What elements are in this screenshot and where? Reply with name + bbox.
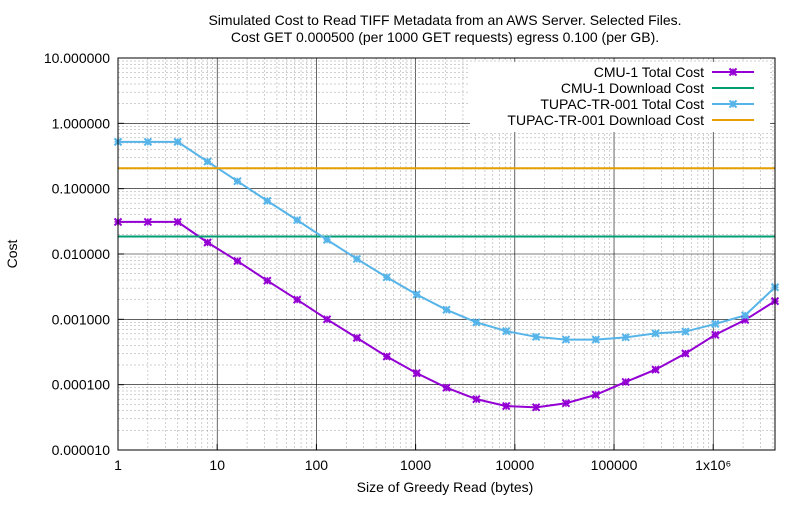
legend-label-tupac-tr-001-total-cost: TUPAC-TR-001 Total Cost [540,96,704,112]
data-point-cmu-1-total-cost [651,365,660,374]
data-point-tupac-tr-001-total-cost [561,335,571,344]
data-point-tupac-tr-001-total-cost [502,326,511,336]
tick-labels: 1 10 100 1000 10000 100000 1x10⁶ 10.000000 1.000… [44,50,731,473]
data-point-cmu-1-total-cost [382,352,391,361]
data-point-cmu-1-total-cost [263,276,272,285]
y-tick-label: 0.001000 [52,311,111,327]
data-point-cmu-1-total-cost [203,238,212,247]
x-tick-label: 10 [209,457,225,473]
data-point-tupac-tr-001-total-cost [651,329,660,338]
y-tick-label: 0.100000 [52,181,111,197]
data-point-cmu-1-total-cost [591,390,601,399]
data-point-cmu-1-total-cost [322,315,332,324]
data-point-tupac-tr-001-total-cost [173,137,182,147]
x-tick-label: 100000 [591,457,638,473]
y-axis-label: Cost [4,240,20,269]
data-point-tupac-tr-001-total-cost [143,137,153,147]
legend-label-cmu-1-total-cost: CMU-1 Total Cost [594,64,704,80]
data-point-cmu-1-total-cost [502,401,511,411]
data-point-cmu-1-total-cost [292,295,302,304]
y-tick-label: 0.000100 [52,377,111,393]
legend-marker-tupac-tr-001-total-cost [728,99,738,109]
x-tick-label: 1x10⁶ [695,457,731,473]
data-point-cmu-1-total-cost [442,383,451,392]
data-point-cmu-1-total-cost [472,394,481,404]
x-tick-label: 10000 [495,457,534,473]
data-point-tupac-tr-001-total-cost [621,333,630,342]
data-point-tupac-tr-001-total-cost [382,273,391,282]
data-point-tupac-tr-001-total-cost [412,290,421,299]
data-point-tupac-tr-001-total-cost [322,235,332,244]
data-point-cmu-1-total-cost [711,330,720,339]
data-point-tupac-tr-001-total-cost [442,305,451,314]
data-point-cmu-1-total-cost [531,403,541,412]
data-point-tupac-tr-001-total-cost [711,319,720,329]
y-tick-label: 0.010000 [52,246,111,262]
data-point-tupac-tr-001-total-cost [352,254,362,264]
data-point-cmu-1-total-cost [352,333,362,343]
data-point-cmu-1-total-cost [233,256,242,266]
data-point-tupac-tr-001-total-cost [263,196,272,206]
data-point-tupac-tr-001-total-cost [531,332,541,342]
x-tick-label: 100 [305,457,329,473]
x-axis-label: Size of Greedy Read (bytes) [357,479,534,495]
data-point-cmu-1-total-cost [143,217,153,227]
data-point-tupac-tr-001-total-cost [203,157,212,166]
legend-label-tupac-tr-001-download-cost: TUPAC-TR-001 Download Cost [507,112,704,128]
chart-subtitle: Cost GET 0.000500 (per 1000 GET requests… [231,29,659,45]
data-point-tupac-tr-001-total-cost [591,335,601,344]
y-tick-label: 0.000010 [52,442,111,458]
y-tick-label: 1.000000 [52,115,111,131]
y-tick-label: 10.000000 [44,50,110,66]
legend-marker-cmu-1-total-cost [728,67,738,77]
data-point-cmu-1-total-cost [173,217,182,227]
legend-label-cmu-1-download-cost: CMU-1 Download Cost [561,80,704,96]
data-point-cmu-1-total-cost [412,368,421,378]
data-point-tupac-tr-001-total-cost [740,311,750,320]
data-point-cmu-1-total-cost [621,377,630,387]
data-point-tupac-tr-001-total-cost [472,318,481,327]
data-point-cmu-1-total-cost [561,399,571,408]
data-point-tupac-tr-001-total-cost [681,327,690,336]
x-tick-label: 1 [114,457,122,473]
data-point-tupac-tr-001-total-cost [292,215,302,225]
x-tick-label: 1000 [400,457,431,473]
data-point-tupac-tr-001-total-cost [233,177,242,186]
data-point-cmu-1-total-cost [681,349,690,358]
chart-title: Simulated Cost to Read TIFF Metadata fro… [208,12,681,28]
